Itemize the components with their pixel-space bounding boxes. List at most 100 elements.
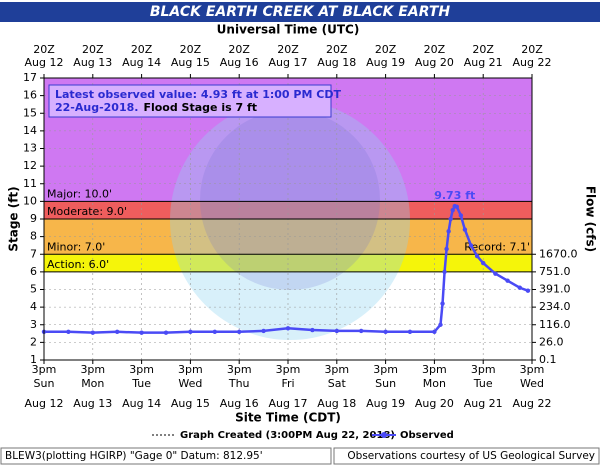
y-tick-label: 1: [30, 353, 37, 366]
data-point: [458, 213, 464, 218]
x-tick-time: 3pm: [276, 363, 301, 376]
y-tick-label: 13: [23, 142, 37, 155]
plot-frame: [43, 77, 533, 361]
y-tick-label: 4: [30, 300, 37, 313]
data-point: [334, 328, 339, 334]
footer-box: [333, 447, 600, 465]
data-point: [525, 288, 531, 293]
x-tick-weekday: Sun: [375, 377, 396, 390]
peak-label: 9.73 ft: [434, 189, 475, 202]
x-tick-time: 3pm: [129, 363, 154, 376]
data-point: [407, 329, 413, 334]
top-x-tick-date: Aug 13: [73, 56, 112, 69]
y-tick-label: 5: [30, 283, 37, 296]
data-point: [481, 260, 486, 266]
x-tick-weekday: Fri: [281, 377, 294, 390]
x-tick-date: Aug 20: [415, 397, 454, 410]
info-line: Latest observed value: 4.93 ft at 1:00 P…: [55, 88, 341, 101]
top-x-tick-date: Aug 12: [25, 56, 64, 69]
y2-tick-label: 751.0: [539, 265, 571, 278]
y2-tick-label: 391.0: [539, 283, 571, 296]
y-tick-label: 3: [30, 318, 37, 331]
top-x-tick-date: Aug 18: [317, 56, 356, 69]
x-tick-date: Aug 17: [269, 397, 308, 410]
y-tick-label: 2: [30, 335, 37, 348]
y-tick-label: 7: [30, 247, 37, 260]
data-point: [446, 229, 451, 234]
top-x-tick-date: Aug 16: [220, 56, 259, 69]
flood-label: Minor: 7.0': [47, 240, 105, 253]
top-x-tick-date: Aug 17: [269, 56, 308, 69]
top-x-tick-time: 20Z: [472, 43, 494, 56]
data-point: [261, 328, 266, 334]
data-point: [468, 243, 474, 248]
y-tick-label: 11: [23, 177, 37, 190]
x-tick-weekday: Wed: [520, 377, 544, 390]
x-tick-time: 3pm: [520, 363, 545, 376]
data-point: [310, 327, 315, 333]
info-flood-stage: Flood Stage is 7 ft: [143, 101, 257, 114]
top-x-tick-time: 20Z: [180, 43, 202, 56]
data-point: [188, 329, 193, 334]
x-tick-weekday: Mon: [423, 377, 446, 390]
y-tick-label: 6: [30, 265, 37, 278]
data-point: [517, 285, 522, 290]
x-tick-weekday: Sat: [328, 377, 347, 390]
legend-dot: [381, 432, 387, 438]
data-point: [474, 253, 480, 259]
flood-label: Moderate: 9.0': [47, 205, 127, 218]
top-x-tick-time: 20Z: [33, 43, 55, 56]
top-axis-label: Universal Time (UTC): [217, 23, 360, 37]
data-point: [66, 329, 71, 334]
x-tick-time: 3pm: [373, 363, 398, 376]
x-tick-weekday: Thu: [228, 377, 250, 390]
y2-tick-label: 0.1: [539, 353, 557, 366]
y-tick-label: 16: [23, 89, 37, 102]
flood-label: Major: 10.0': [47, 187, 112, 200]
data-point: [493, 271, 498, 276]
data-point: [462, 227, 468, 232]
x-tick-date: Aug 18: [317, 397, 356, 410]
info-box: [48, 84, 332, 118]
legend-observed: Observed: [400, 430, 454, 441]
x-tick-time: 3pm: [80, 363, 105, 376]
top-x-tick-time: 20Z: [131, 43, 153, 56]
x-tick-weekday: Tue: [473, 377, 493, 390]
y-tick-label: 17: [23, 71, 37, 84]
x-tick-date: Aug 22: [513, 397, 552, 410]
title-bar: [0, 2, 600, 22]
top-x-tick-date: Aug 14: [122, 56, 161, 69]
y2-tick-label: 1670.0: [539, 247, 578, 260]
data-point: [90, 330, 96, 335]
data-point: [450, 207, 455, 213]
y2-tick-label: 234.0: [539, 300, 571, 313]
y2-axis-label: Flow (cfs): [584, 186, 598, 252]
x-tick-date: Aug 13: [73, 397, 112, 410]
data-point: [383, 329, 388, 334]
data-point: [163, 330, 169, 335]
watermark: [170, 100, 410, 340]
data-point: [440, 301, 445, 306]
flood-band: [44, 201, 532, 219]
info-date: 22-Aug-2018.: [55, 101, 138, 114]
top-x-tick-time: 20Z: [326, 43, 348, 56]
y-axis-label: Stage (ft): [7, 186, 21, 251]
data-point: [359, 328, 364, 334]
x-tick-time: 3pm: [422, 363, 447, 376]
y-tick-label: 12: [23, 159, 37, 172]
chart-title: BLACK EARTH CREEK AT BLACK EARTH: [150, 4, 451, 20]
data-point: [505, 278, 510, 283]
top-x-tick-date: Aug 21: [464, 56, 503, 69]
x-tick-date: Aug 21: [464, 397, 503, 410]
footer-left: BLEW3(plotting HGIRP) "Gage 0" Datum: 81…: [5, 450, 263, 462]
footer-right: Observations courtesy of US Geological S…: [347, 450, 595, 462]
x-tick-weekday: Sun: [34, 377, 55, 390]
y-tick-label: 8: [30, 230, 37, 243]
y-tick-label: 10: [23, 194, 37, 207]
data-point: [285, 326, 291, 331]
data-point: [442, 269, 447, 275]
top-x-tick-time: 20Z: [424, 43, 446, 56]
x-tick-weekday: Mon: [81, 377, 104, 390]
data-point: [444, 246, 449, 252]
